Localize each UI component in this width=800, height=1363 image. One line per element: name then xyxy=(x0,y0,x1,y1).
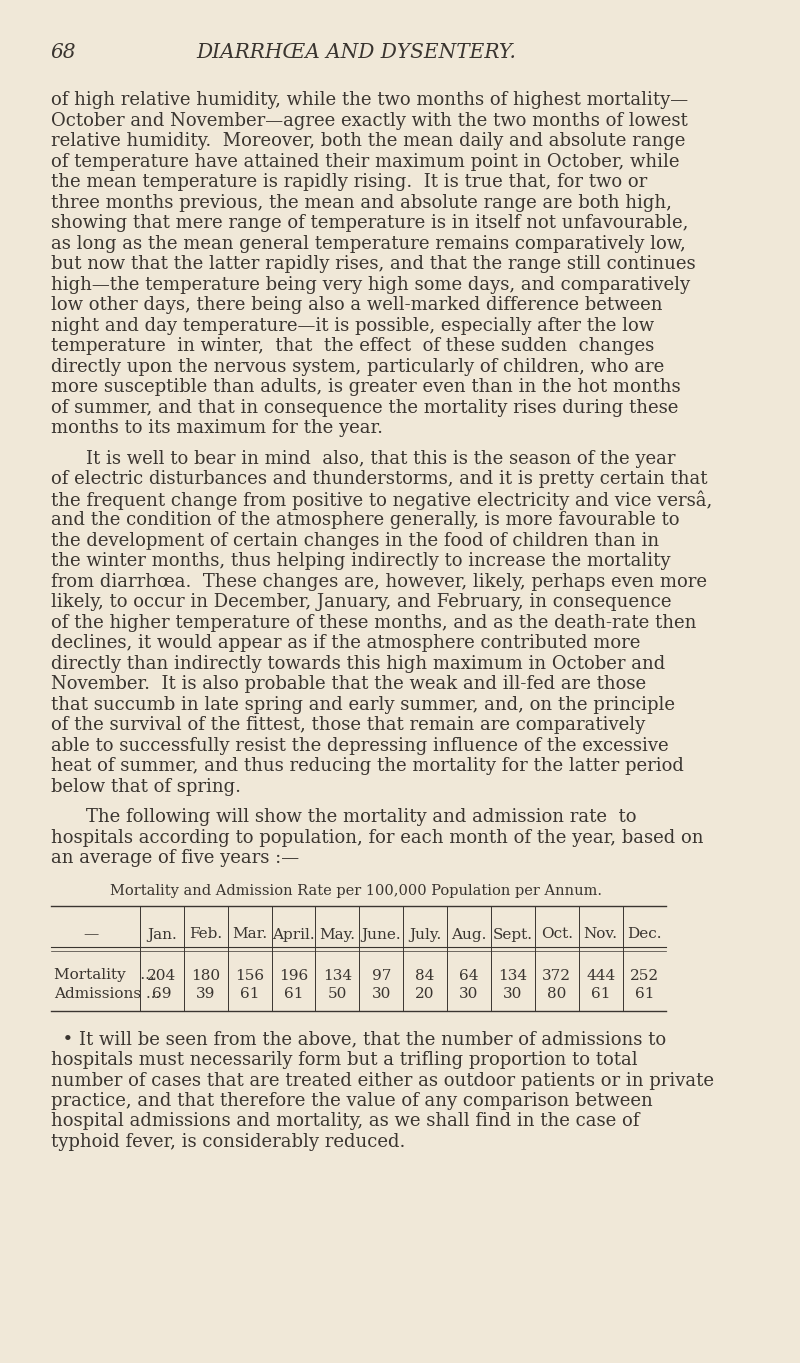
Text: showing that mere range of temperature is in itself not unfavourable,: showing that mere range of temperature i… xyxy=(50,214,688,232)
Text: 61: 61 xyxy=(240,988,259,1002)
Text: 30: 30 xyxy=(371,988,391,1002)
Text: hospitals according to population, for each month of the year, based on: hospitals according to population, for e… xyxy=(50,829,703,846)
Text: Oct.: Oct. xyxy=(541,927,573,942)
Text: the development of certain changes in the food of children than in: the development of certain changes in th… xyxy=(50,532,659,549)
Text: The following will show the mortality and admission rate  to: The following will show the mortality an… xyxy=(86,808,637,826)
Text: hospitals must necessarily form but a trifling proportion to total: hospitals must necessarily form but a tr… xyxy=(50,1051,638,1069)
Text: • It will be seen from the above, that the number of admissions to: • It will be seen from the above, that t… xyxy=(50,1030,666,1048)
Text: 80: 80 xyxy=(547,988,566,1002)
Text: directly upon the nervous system, particularly of children, who are: directly upon the nervous system, partic… xyxy=(50,357,664,375)
Text: 97: 97 xyxy=(371,969,391,983)
Text: from diarrhœa.  These changes are, however, likely, perhaps even more: from diarrhœa. These changes are, howeve… xyxy=(50,572,706,590)
Text: and the condition of the atmosphere generally, is more favourable to: and the condition of the atmosphere gene… xyxy=(50,511,679,529)
Text: of high relative humidity, while the two months of highest mortality—: of high relative humidity, while the two… xyxy=(50,91,688,109)
Text: 50: 50 xyxy=(328,988,347,1002)
Text: of the survival of the fittest, those that remain are comparatively: of the survival of the fittest, those th… xyxy=(50,716,645,735)
Text: heat of summer, and thus reducing the mortality for the latter period: heat of summer, and thus reducing the mo… xyxy=(50,756,684,776)
Text: Feb.: Feb. xyxy=(189,927,222,942)
Text: 61: 61 xyxy=(634,988,654,1002)
Text: 84: 84 xyxy=(415,969,435,983)
Text: below that of spring.: below that of spring. xyxy=(50,777,241,796)
Text: able to successfully resist the depressing influence of the excessive: able to successfully resist the depressi… xyxy=(50,736,669,755)
Text: 156: 156 xyxy=(235,969,264,983)
Text: Mortality and Admission Rate per 100,000 Population per Annum.: Mortality and Admission Rate per 100,000… xyxy=(110,883,602,897)
Text: temperature  in winter,  that  the effect  of these sudden  changes: temperature in winter, that the effect o… xyxy=(50,337,654,354)
Text: likely, to occur in December, January, and February, in consequence: likely, to occur in December, January, a… xyxy=(50,593,671,611)
Text: Mortality   ...: Mortality ... xyxy=(54,969,155,983)
Text: low other days, there being also a well-marked difference between: low other days, there being also a well-… xyxy=(50,296,662,313)
Text: 61: 61 xyxy=(591,988,610,1002)
Text: 444: 444 xyxy=(586,969,615,983)
Text: an average of five years :—: an average of five years :— xyxy=(50,849,299,867)
Text: night and day temperature—it is possible, especially after the low: night and day temperature—it is possible… xyxy=(50,316,654,334)
Text: directly than indirectly towards this high maximum in October and: directly than indirectly towards this hi… xyxy=(50,654,665,672)
Text: 39: 39 xyxy=(196,988,215,1002)
Text: Mar.: Mar. xyxy=(232,927,267,942)
Text: 30: 30 xyxy=(503,988,522,1002)
Text: Nov.: Nov. xyxy=(584,927,618,942)
Text: 20: 20 xyxy=(415,988,435,1002)
Text: 372: 372 xyxy=(542,969,571,983)
Text: declines, it would appear as if the atmosphere contributed more: declines, it would appear as if the atmo… xyxy=(50,634,640,652)
Text: 252: 252 xyxy=(630,969,659,983)
Text: October and November—agree exactly with the two months of lowest: October and November—agree exactly with … xyxy=(50,112,687,129)
Text: Admissions ...: Admissions ... xyxy=(54,988,161,1002)
Text: but now that the latter rapidly rises, and that the range still continues: but now that the latter rapidly rises, a… xyxy=(50,255,695,273)
Text: more susceptible than adults, is greater even than in the hot months: more susceptible than adults, is greater… xyxy=(50,378,681,397)
Text: 134: 134 xyxy=(323,969,352,983)
Text: Dec.: Dec. xyxy=(627,927,662,942)
Text: of summer, and that in consequence the mortality rises during these: of summer, and that in consequence the m… xyxy=(50,398,678,417)
Text: 204: 204 xyxy=(147,969,177,983)
Text: that succumb in late spring and early summer, and, on the principle: that succumb in late spring and early su… xyxy=(50,695,674,713)
Text: 64: 64 xyxy=(459,969,478,983)
Text: April.: April. xyxy=(272,927,314,942)
Text: July.: July. xyxy=(409,927,442,942)
Text: Sept.: Sept. xyxy=(493,927,533,942)
Text: Jan.: Jan. xyxy=(147,927,177,942)
Text: 69: 69 xyxy=(152,988,171,1002)
Text: 61: 61 xyxy=(284,988,303,1002)
Text: —: — xyxy=(83,927,98,942)
Text: high—the temperature being very high some days, and comparatively: high—the temperature being very high som… xyxy=(50,275,690,293)
Text: November.  It is also probable that the weak and ill-fed are those: November. It is also probable that the w… xyxy=(50,675,646,692)
Text: DIARRHŒA AND DYSENTERY.: DIARRHŒA AND DYSENTERY. xyxy=(197,44,516,61)
Text: the mean temperature is rapidly rising.  It is true that, for two or: the mean temperature is rapidly rising. … xyxy=(50,173,647,191)
Text: practice, and that therefore the value of any comparison between: practice, and that therefore the value o… xyxy=(50,1092,653,1109)
Text: three months previous, the mean and absolute range are both high,: three months previous, the mean and abso… xyxy=(50,194,672,211)
Text: Aug.: Aug. xyxy=(451,927,486,942)
Text: of electric disturbances and thunderstorms, and it is pretty certain that: of electric disturbances and thunderstor… xyxy=(50,470,707,488)
Text: typhoid fever, is considerably reduced.: typhoid fever, is considerably reduced. xyxy=(50,1133,405,1150)
Text: number of cases that are treated either as outdoor patients or in private: number of cases that are treated either … xyxy=(50,1071,714,1089)
Text: It is well to bear in mind  also, that this is the season of the year: It is well to bear in mind also, that th… xyxy=(86,450,676,468)
Text: June.: June. xyxy=(362,927,401,942)
Text: 196: 196 xyxy=(279,969,308,983)
Text: 68: 68 xyxy=(50,44,76,61)
Text: 180: 180 xyxy=(191,969,220,983)
Text: 134: 134 xyxy=(498,969,527,983)
Text: relative humidity.  Moreover, both the mean daily and absolute range: relative humidity. Moreover, both the me… xyxy=(50,132,685,150)
Text: of the higher temperature of these months, and as the death-rate then: of the higher temperature of these month… xyxy=(50,613,696,631)
Text: May.: May. xyxy=(319,927,355,942)
Text: as long as the mean general temperature remains comparatively low,: as long as the mean general temperature … xyxy=(50,234,686,252)
Text: of temperature have attained their maximum point in October, while: of temperature have attained their maxim… xyxy=(50,153,679,170)
Text: hospital admissions and mortality, as we shall find in the case of: hospital admissions and mortality, as we… xyxy=(50,1112,639,1130)
Text: the winter months, thus helping indirectly to increase the mortality: the winter months, thus helping indirect… xyxy=(50,552,670,570)
Text: months to its maximum for the year.: months to its maximum for the year. xyxy=(50,418,382,438)
Text: the frequent change from positive to negative electricity and vice versâ,: the frequent change from positive to neg… xyxy=(50,491,712,510)
Text: 30: 30 xyxy=(459,988,478,1002)
